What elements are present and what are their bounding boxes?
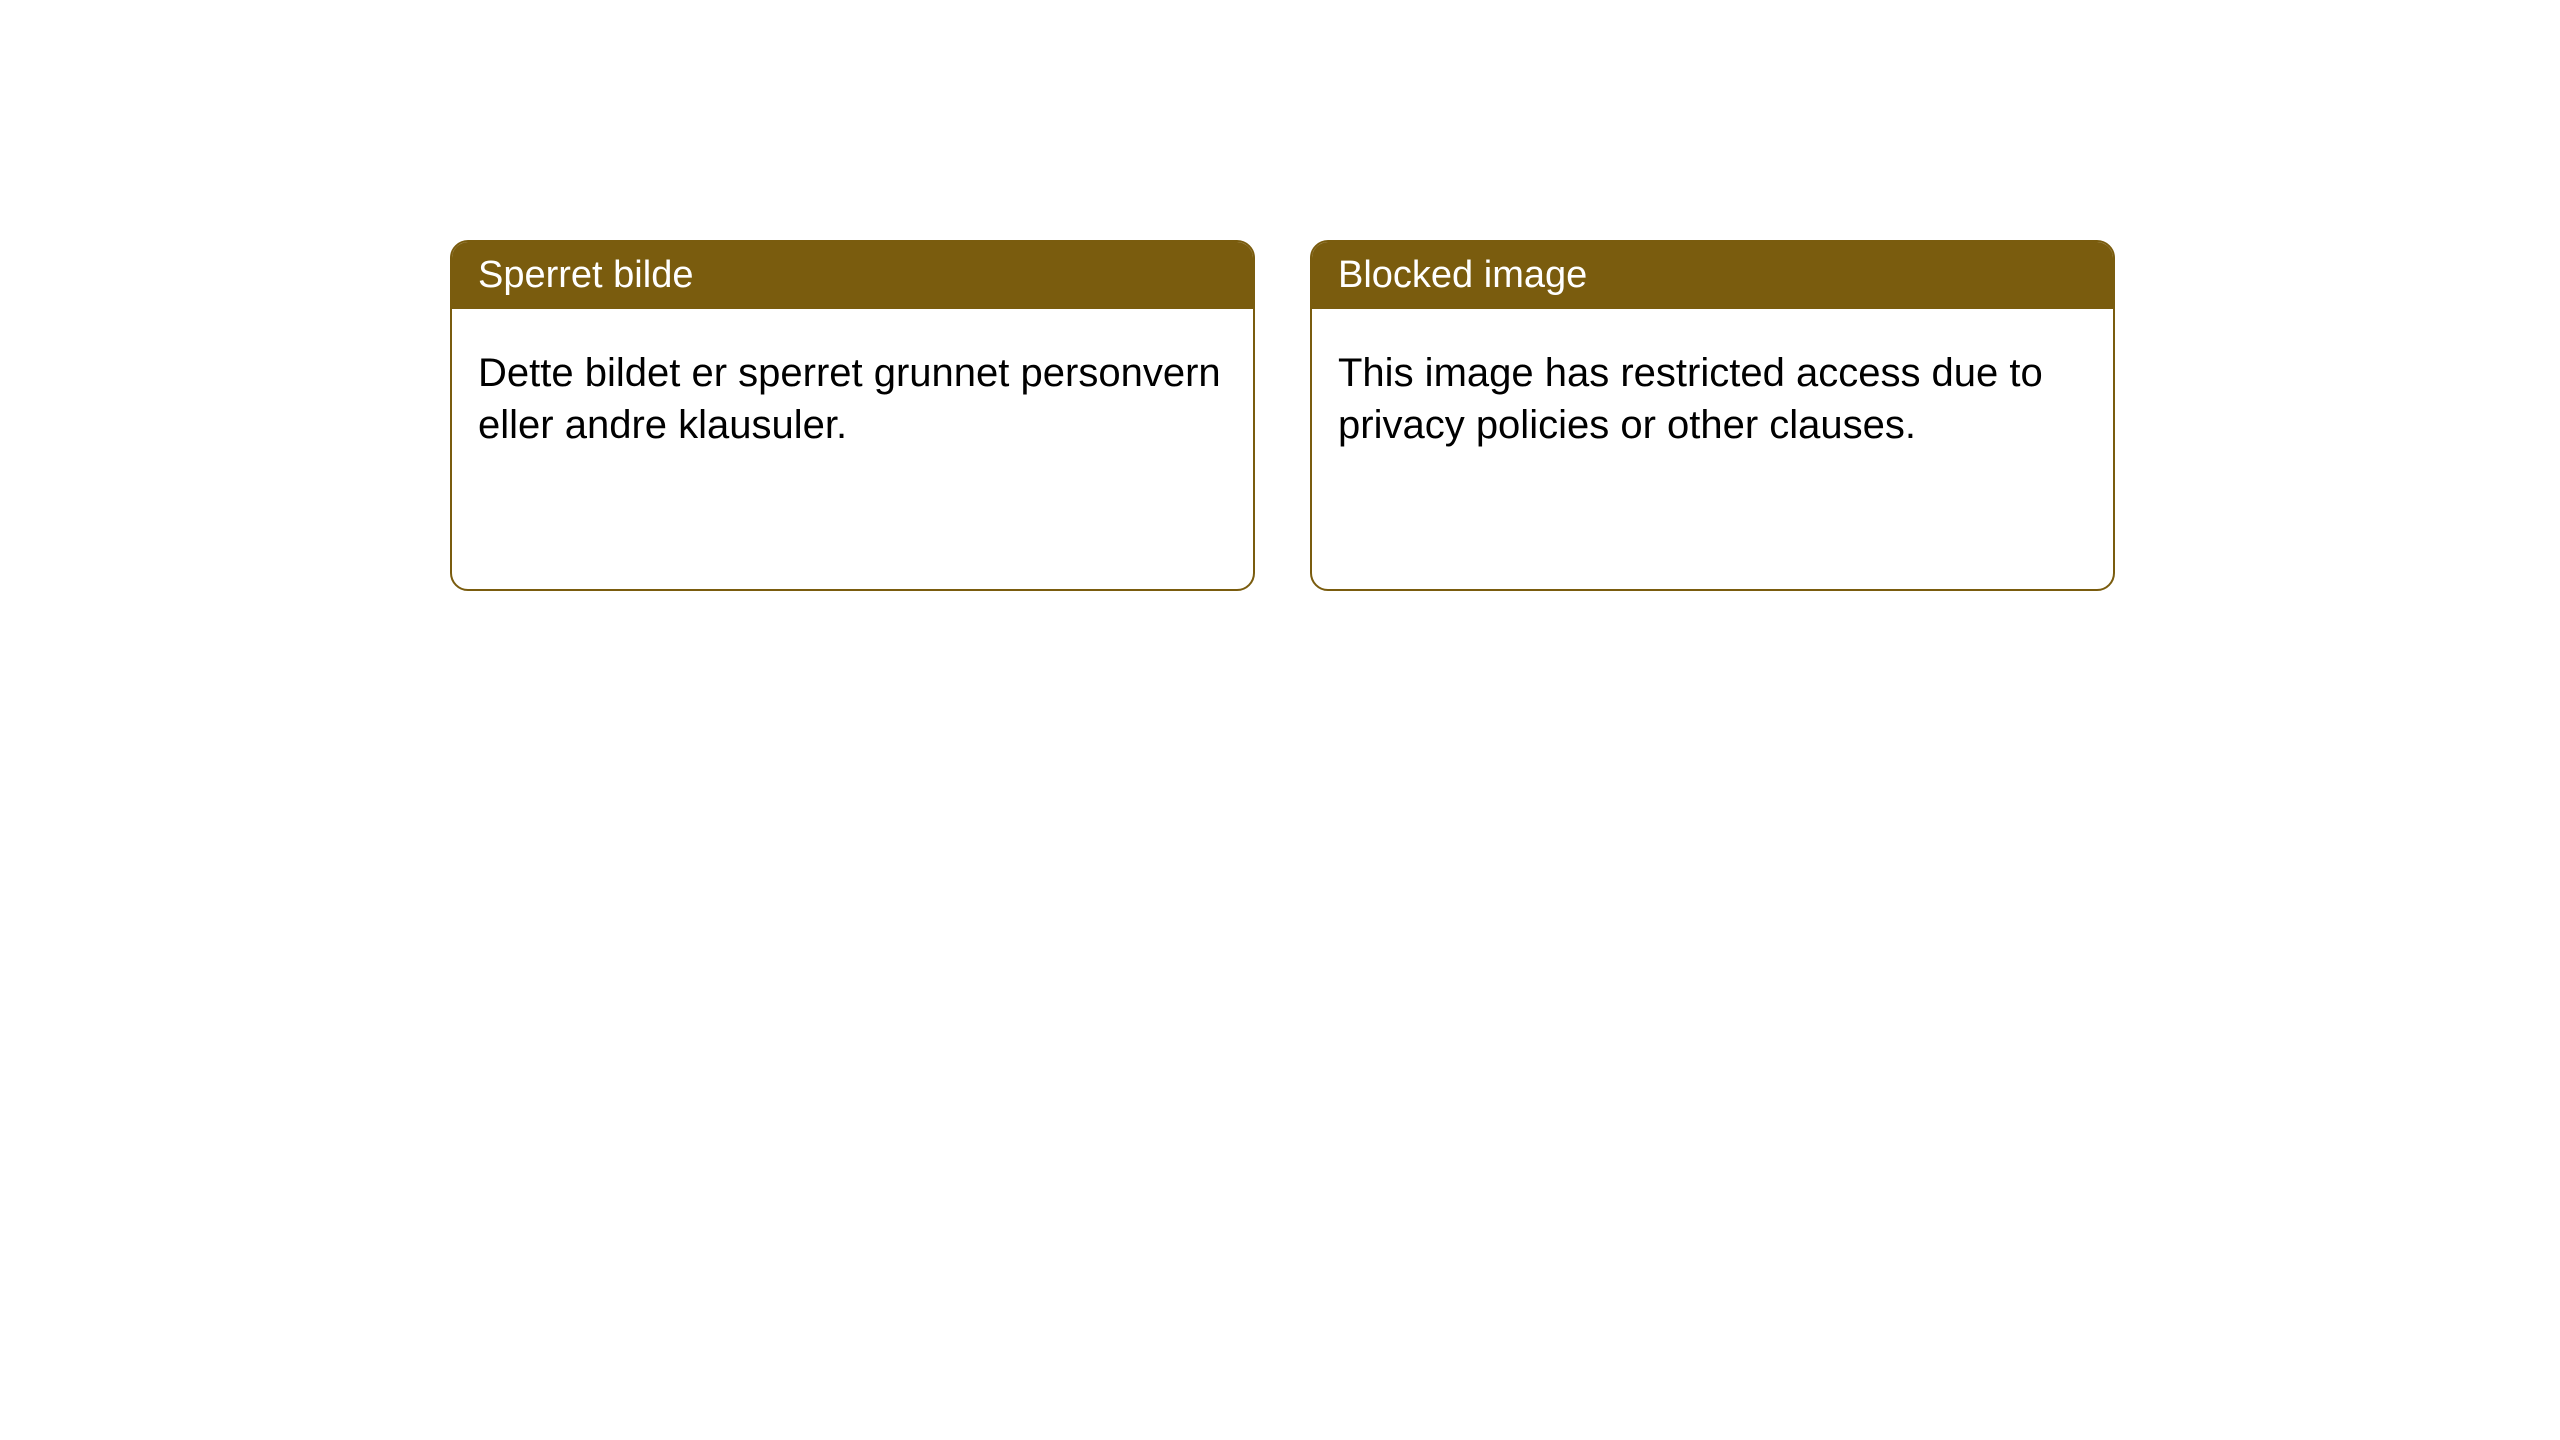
panel-norwegian: Sperret bilde Dette bildet er sperret gr… xyxy=(450,240,1255,591)
blocked-image-panels: Sperret bilde Dette bildet er sperret gr… xyxy=(450,240,2560,591)
panel-english: Blocked image This image has restricted … xyxy=(1310,240,2115,591)
panel-header-english: Blocked image xyxy=(1312,242,2113,309)
panel-body-norwegian: Dette bildet er sperret grunnet personve… xyxy=(452,309,1253,589)
panel-header-norwegian: Sperret bilde xyxy=(452,242,1253,309)
panel-body-english: This image has restricted access due to … xyxy=(1312,309,2113,589)
